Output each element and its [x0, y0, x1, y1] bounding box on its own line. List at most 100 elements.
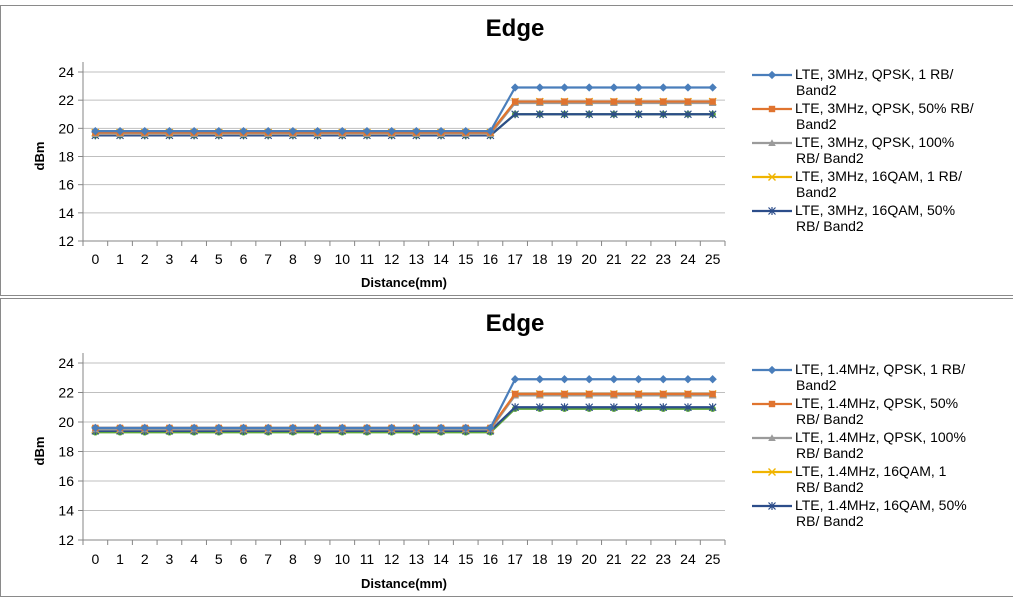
x-tick-label: 23 [655, 251, 671, 267]
legend-label: LTE, 3MHz, QPSK, 1 RB/ [795, 66, 954, 82]
x-axis-label: Distance(mm) [361, 275, 447, 290]
x-tick-label: 11 [360, 251, 375, 267]
legend-label: Band2 [796, 184, 837, 200]
x-tick-label: 14 [433, 551, 449, 567]
legend-label: LTE, 3MHz, QPSK, 50% RB/ [795, 100, 974, 116]
x-tick-label: 5 [215, 551, 223, 567]
x-tick-label: 2 [141, 551, 149, 567]
x-tick-label: 16 [483, 251, 499, 267]
legend-marker [769, 106, 775, 112]
x-tick-label: 16 [483, 551, 499, 567]
data-point [685, 391, 691, 397]
x-tick-label: 18 [532, 551, 548, 567]
data-point [611, 391, 617, 397]
y-tick-label: 22 [58, 385, 74, 401]
y-tick-label: 18 [58, 149, 74, 165]
data-point [561, 391, 567, 397]
data-point [586, 98, 592, 104]
x-tick-label: 20 [581, 251, 597, 267]
x-tick-label: 8 [289, 251, 297, 267]
legend-label: LTE, 1.4MHz, QPSK, 50% [795, 395, 958, 411]
x-tick-label: 18 [532, 251, 548, 267]
y-tick-label: 18 [58, 444, 74, 460]
legend-marker [769, 401, 775, 407]
x-tick-label: 23 [655, 551, 671, 567]
x-tick-label: 24 [680, 551, 696, 567]
x-tick-label: 4 [190, 551, 198, 567]
data-point [635, 98, 641, 104]
legend-label: RB/ Band2 [796, 479, 864, 495]
legend-label: LTE, 1.4MHz, 16QAM, 50% [795, 497, 967, 513]
y-tick-label: 20 [58, 414, 74, 430]
y-tick-label: 12 [58, 532, 74, 548]
x-tick-label: 17 [507, 251, 523, 267]
x-tick-label: 7 [264, 251, 272, 267]
x-tick-label: 0 [91, 551, 99, 567]
x-tick-label: 19 [557, 251, 573, 267]
data-point [685, 98, 691, 104]
chart-title: Edge [486, 15, 545, 42]
legend-label: RB/ Band2 [796, 513, 864, 529]
data-point [709, 391, 715, 397]
x-tick-label: 25 [705, 251, 721, 267]
legend-label: Band2 [796, 82, 837, 98]
y-tick-label: 12 [58, 233, 74, 249]
x-tick-label: 15 [458, 551, 474, 567]
x-tick-label: 14 [433, 251, 449, 267]
legend-label: RB/ Band2 [796, 411, 864, 427]
x-tick-label: 6 [240, 251, 248, 267]
data-point [537, 391, 543, 397]
legend-label: RB/ Band2 [796, 445, 864, 461]
data-point [660, 98, 666, 104]
y-tick-label: 16 [58, 177, 74, 193]
y-axis-label: dBm [32, 142, 47, 171]
x-tick-label: 3 [166, 551, 174, 567]
x-tick-label: 21 [606, 551, 622, 567]
x-tick-label: 13 [409, 251, 425, 267]
x-tick-label: 9 [314, 551, 322, 567]
legend-label: LTE, 1.4MHz, QPSK, 1 RB/ [795, 361, 965, 377]
x-tick-label: 12 [384, 551, 400, 567]
x-tick-label: 10 [334, 551, 350, 567]
x-tick-label: 24 [680, 251, 696, 267]
y-tick-label: 14 [58, 503, 74, 519]
y-tick-label: 14 [58, 205, 74, 221]
x-tick-label: 4 [190, 251, 198, 267]
data-point [561, 98, 567, 104]
x-tick-label: 7 [264, 551, 272, 567]
data-point [586, 391, 592, 397]
x-tick-label: 12 [384, 251, 400, 267]
x-tick-label: 9 [314, 251, 322, 267]
legend-label: RB/ Band2 [796, 150, 864, 166]
data-point [537, 98, 543, 104]
legend-label: RB/ Band2 [796, 218, 864, 234]
x-tick-label: 22 [631, 551, 647, 567]
x-tick-label: 3 [166, 251, 174, 267]
legend-label: Band2 [796, 377, 837, 393]
y-tick-label: 22 [58, 92, 74, 108]
chart-title: Edge [486, 310, 545, 337]
x-tick-label: 6 [240, 551, 248, 567]
y-tick-label: 24 [58, 355, 74, 371]
legend-label: LTE, 3MHz, QPSK, 100% [795, 134, 954, 150]
x-tick-label: 1 [116, 251, 124, 267]
x-tick-label: 19 [557, 551, 573, 567]
y-tick-label: 20 [58, 120, 74, 136]
x-tick-label: 8 [289, 551, 297, 567]
legend-label: LTE, 3MHz, 16QAM, 1 RB/ [795, 168, 962, 184]
x-tick-label: 22 [631, 251, 647, 267]
data-point [709, 98, 715, 104]
x-tick-label: 25 [705, 551, 721, 567]
data-point [611, 98, 617, 104]
x-tick-label: 15 [458, 251, 474, 267]
legend-label: Band2 [796, 116, 837, 132]
x-tick-label: 5 [215, 251, 223, 267]
data-point [660, 391, 666, 397]
legend-label: LTE, 1.4MHz, QPSK, 100% [795, 429, 966, 445]
x-tick-label: 20 [581, 551, 597, 567]
x-tick-label: 1 [116, 551, 124, 567]
